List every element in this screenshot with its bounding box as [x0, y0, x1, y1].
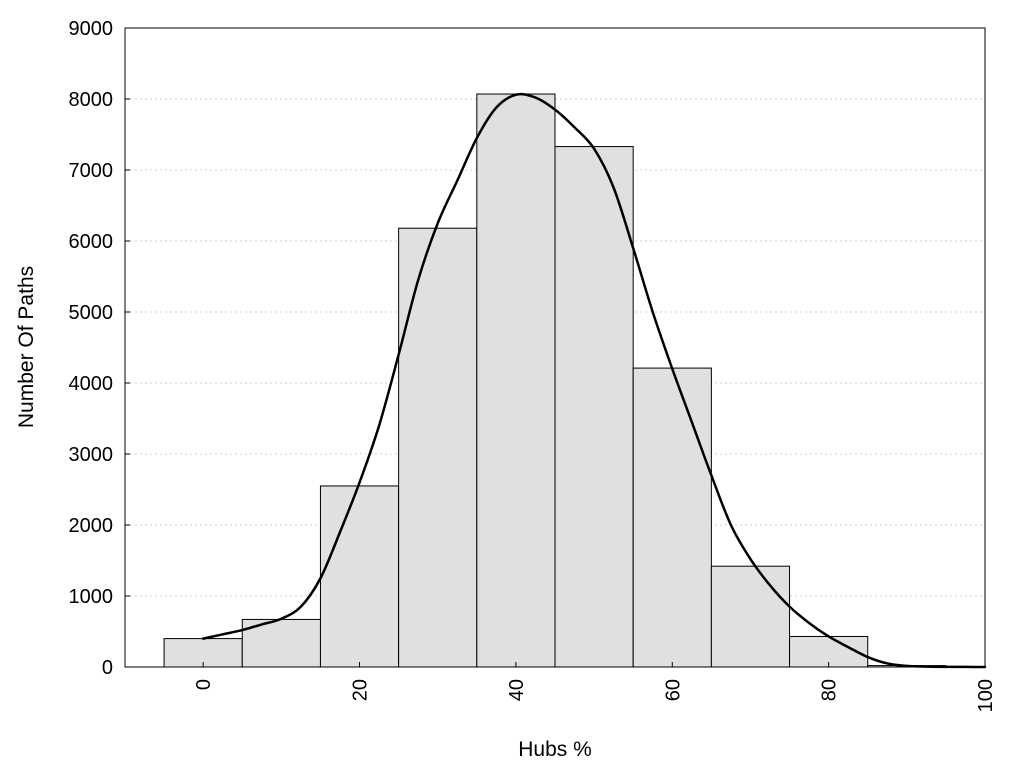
plot-frame — [124, 27, 986, 668]
x-tick-label: 40 — [506, 679, 528, 701]
y-tick-label: 8000 — [69, 89, 114, 111]
x-tick-label: 100 — [975, 679, 997, 712]
y-tick-label: 7000 — [69, 160, 114, 182]
y-axis-ticks: 0 1000 2000 3000 4000 5000 6000 7000 8000 9000 — [69, 18, 130, 679]
density-curve — [201, 92, 987, 669]
y-tick-label: 5000 — [69, 302, 114, 324]
histogram-bar — [398, 227, 478, 668]
y-tick-label: 0 — [102, 657, 113, 679]
y-tick-label: 4000 — [69, 373, 114, 395]
x-tick-label: 80 — [819, 679, 841, 701]
y-tick-label: 6000 — [69, 231, 114, 253]
x-tick-label: 20 — [350, 679, 372, 701]
x-axis-ticks: 0 20 40 60 80 100 — [193, 662, 997, 712]
x-tick-label: 0 — [193, 679, 215, 690]
histogram-bar — [632, 367, 712, 668]
histogram-bar — [710, 565, 791, 668]
bars — [163, 93, 947, 668]
y-tick-label: 1000 — [69, 586, 114, 608]
histogram-bar — [554, 146, 634, 668]
y-tick-label: 2000 — [69, 515, 114, 537]
x-axis-title: Hubs % — [518, 738, 592, 761]
density-curve-line — [201, 92, 987, 669]
y-axis-title: Number Of Paths — [15, 266, 38, 428]
histogram-bar — [476, 93, 556, 668]
x-tick-label: 60 — [662, 679, 684, 701]
y-tick-label: 9000 — [69, 18, 114, 40]
histogram-bar — [319, 485, 400, 668]
y-tick-label: 3000 — [69, 444, 114, 466]
